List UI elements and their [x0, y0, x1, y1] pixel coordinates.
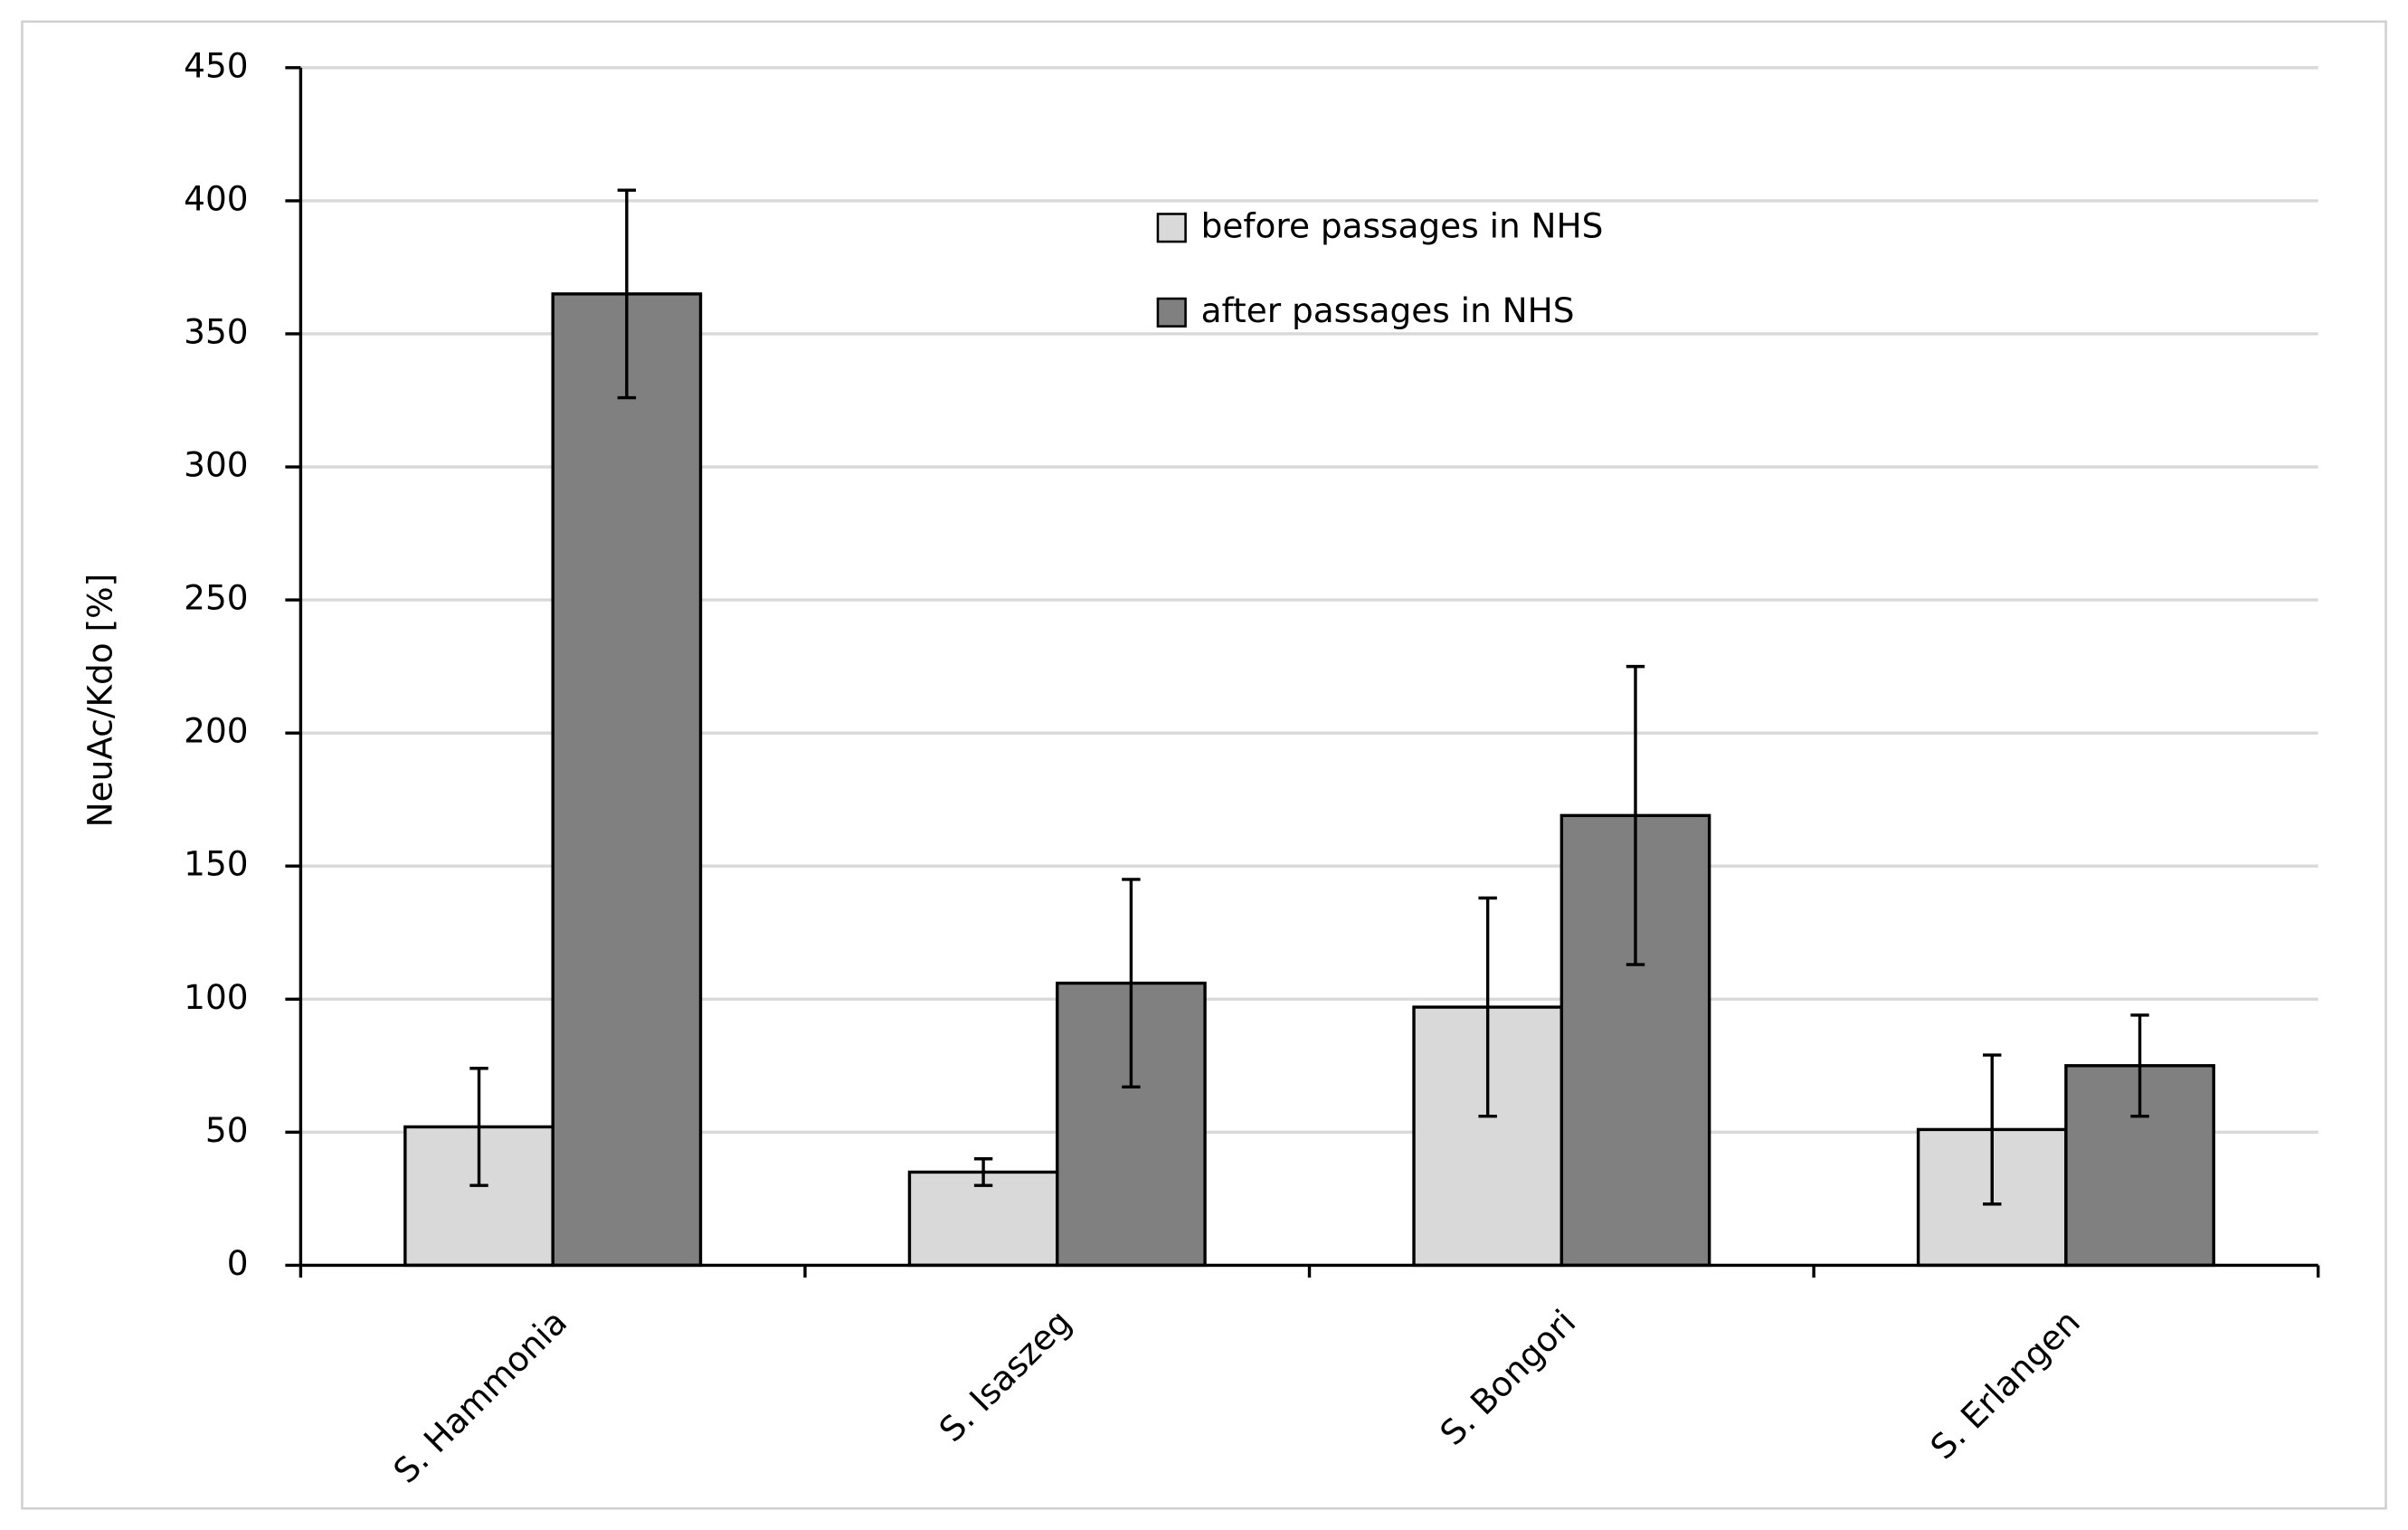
y-tick-label: 450 — [184, 45, 248, 85]
error-bar — [2130, 1013, 2149, 1118]
bar — [551, 292, 703, 1268]
y-axis-label: NeuAc/Kdo [%] — [80, 574, 119, 828]
legend-label: before passages in NHS — [1201, 205, 1604, 245]
legend-swatch — [1156, 297, 1187, 328]
error-bar — [1478, 896, 1497, 1118]
error-bar — [617, 188, 637, 400]
error-bar — [469, 1067, 488, 1187]
error-bar — [1626, 664, 1645, 966]
bar — [907, 1170, 1059, 1268]
y-tick-label: 0 — [227, 1243, 249, 1283]
y-tick-label: 250 — [184, 578, 248, 618]
error-bar — [973, 1157, 993, 1187]
legend-swatch — [1156, 213, 1187, 243]
y-tick-label: 300 — [184, 445, 248, 485]
y-tick-label: 50 — [205, 1110, 249, 1150]
y-tick-label: 200 — [184, 711, 248, 751]
error-bar — [1122, 878, 1141, 1089]
y-tick-label: 100 — [184, 977, 248, 1017]
y-tick-label: 350 — [184, 311, 248, 351]
y-tick-label: 400 — [184, 178, 248, 218]
legend-label: after passages in NHS — [1201, 290, 1575, 330]
bar — [1056, 981, 1207, 1268]
error-bar — [1983, 1053, 2002, 1206]
y-tick-label: 150 — [184, 844, 248, 884]
